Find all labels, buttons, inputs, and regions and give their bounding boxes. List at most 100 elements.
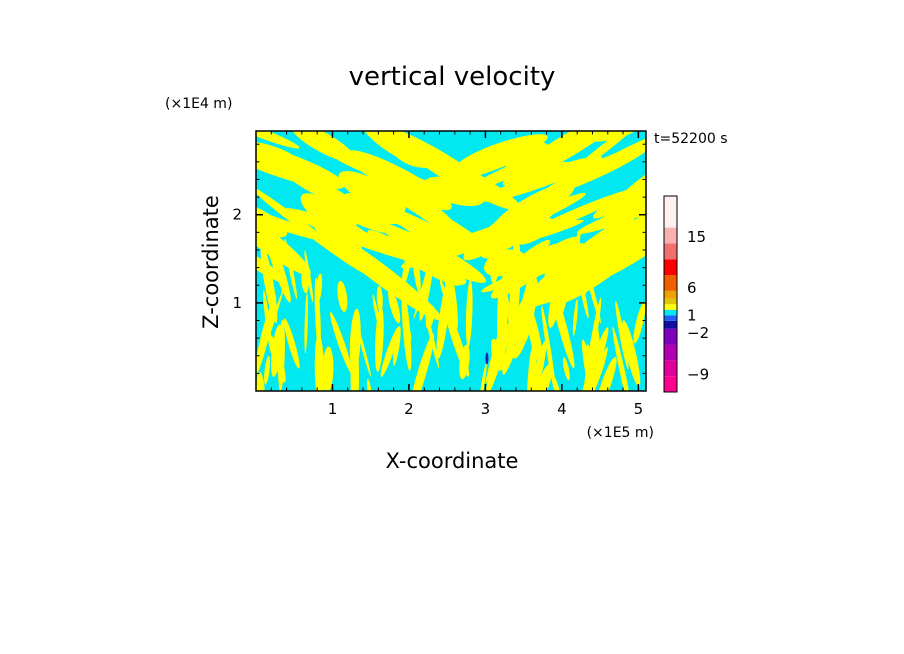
field-streak xyxy=(602,160,646,227)
field-streak xyxy=(401,237,415,288)
field-streak xyxy=(490,338,504,371)
colorbar-swatch xyxy=(664,243,677,260)
field-streak xyxy=(374,306,384,372)
field-streak xyxy=(502,131,632,186)
field-streak xyxy=(622,320,641,387)
field-streak xyxy=(549,281,575,369)
y-axis-title: Z-coordinate xyxy=(199,195,223,329)
colorbar-swatch xyxy=(664,196,677,228)
plot-area xyxy=(255,130,647,392)
field-streak xyxy=(283,318,300,369)
field-streak xyxy=(443,143,547,184)
colorbar-swatch xyxy=(664,275,677,291)
field-streak xyxy=(256,131,300,149)
field-streak xyxy=(572,299,578,336)
field-streak xyxy=(413,236,439,320)
field-streak xyxy=(409,333,435,391)
field-streak xyxy=(541,305,556,391)
field-streak xyxy=(543,251,554,294)
field-streak xyxy=(444,305,470,377)
field-streak xyxy=(256,294,277,378)
field-streak xyxy=(264,355,271,385)
y-tick-label: 2 xyxy=(232,206,242,224)
colorbar-swatch xyxy=(664,298,677,305)
colorbar-swatch xyxy=(664,328,677,345)
field-streak xyxy=(380,326,400,377)
field-streak xyxy=(256,138,345,190)
field-streak xyxy=(314,277,321,354)
field-streak xyxy=(529,353,535,375)
field-streak xyxy=(536,363,553,391)
field-streak xyxy=(422,297,440,369)
colorbar-label: 1 xyxy=(687,307,697,325)
field-strong-negative-spot xyxy=(485,352,489,365)
field-streak xyxy=(304,292,308,354)
field-streak xyxy=(443,255,458,331)
field-streak xyxy=(512,327,527,359)
field-streak xyxy=(388,288,401,324)
colorbar-label: −2 xyxy=(687,324,709,342)
field-streak xyxy=(360,198,481,257)
field-streak xyxy=(478,362,487,391)
field-streak xyxy=(502,289,530,375)
colorbar-swatch xyxy=(664,304,677,310)
x-tick-label: 4 xyxy=(557,400,567,418)
field-streak xyxy=(284,238,298,299)
field-streak xyxy=(412,249,421,294)
x-axis-title: X-coordinate xyxy=(386,449,519,473)
colorbar-swatch xyxy=(664,344,677,361)
field-streak xyxy=(633,302,646,344)
time-label: t=52200 s xyxy=(654,131,728,147)
field-streak xyxy=(256,192,333,243)
y-tick-label: 1 xyxy=(232,294,242,312)
colorbar-swatch xyxy=(664,290,677,299)
field-streak xyxy=(541,142,646,197)
field-streak xyxy=(269,335,286,383)
x-tick-label: 3 xyxy=(481,400,491,418)
field-streak xyxy=(261,219,291,303)
field-streak xyxy=(256,371,265,391)
plot-frame xyxy=(255,130,647,392)
chart-title: vertical velocity xyxy=(349,62,556,92)
field-streak xyxy=(615,300,629,370)
colorbar-label: −9 xyxy=(687,365,709,383)
colorbar-labels: 15 6 1−2 −9 xyxy=(687,228,709,383)
field-streak xyxy=(345,150,452,211)
field-streak xyxy=(376,285,383,312)
field-streak xyxy=(578,274,589,319)
field-streak xyxy=(349,308,361,373)
field-streak xyxy=(571,240,581,296)
x-tick-label: 5 xyxy=(634,400,644,418)
y-unit-label: (×1E4 m) xyxy=(165,96,232,112)
field-streak xyxy=(579,249,588,295)
x-tick-label: 2 xyxy=(404,400,414,418)
field-streak xyxy=(301,269,309,294)
field-streak xyxy=(360,131,431,167)
field-streak xyxy=(372,173,457,231)
x-unit-label: (×1E5 m) xyxy=(587,425,654,441)
field-streak xyxy=(337,280,348,312)
field-streak xyxy=(393,326,401,366)
field-streak xyxy=(576,220,646,271)
field-streak xyxy=(583,297,602,391)
colorbar-label: 6 xyxy=(687,279,697,297)
field-streak xyxy=(372,294,381,330)
field-streak xyxy=(401,291,412,371)
colorbar-frame xyxy=(663,195,678,393)
colorbar-swatch xyxy=(664,315,677,321)
field-streak xyxy=(313,223,442,321)
field-streak xyxy=(300,193,358,238)
field-streak xyxy=(492,182,575,233)
field-streak xyxy=(524,299,544,370)
y-axis-ticks: 12 xyxy=(232,143,646,374)
field-streak xyxy=(304,250,314,303)
colorbar-swatch xyxy=(664,259,677,276)
field-streak xyxy=(320,200,455,258)
colorbar-swatch xyxy=(664,320,677,329)
field-streak xyxy=(612,326,634,391)
field-streak xyxy=(355,321,371,377)
x-tick-label: 1 xyxy=(328,400,338,418)
field-streak xyxy=(589,346,608,391)
colorbar-swatch xyxy=(664,227,677,244)
